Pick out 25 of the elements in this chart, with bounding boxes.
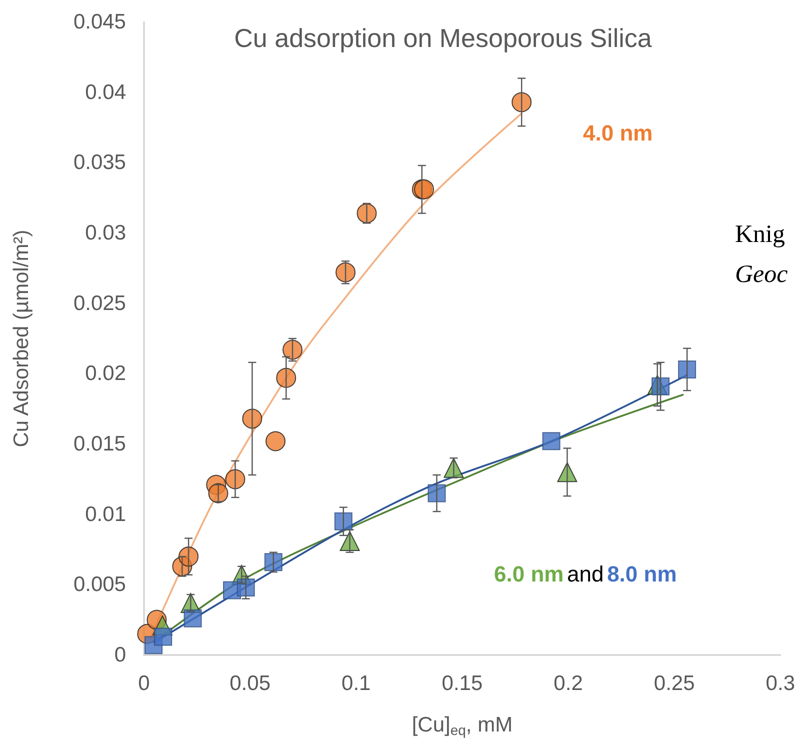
x-tick-label: 0.15 <box>442 672 483 695</box>
x-tick-label: 0.25 <box>654 672 695 695</box>
annotation: Geoc <box>735 261 788 288</box>
y-tick-label: 0.04 <box>85 80 126 104</box>
y-tick-label: 0.015 <box>73 432 126 456</box>
text: 4.0 nm <box>583 120 653 146</box>
x-tick-label: 0.2 <box>554 672 583 695</box>
text: 8.0 nm <box>607 562 677 586</box>
x-tick-label: 0 <box>138 672 150 695</box>
annotation: and <box>567 562 604 586</box>
chart-title: Cu adsorption on Mesoporous Silica <box>234 23 652 53</box>
y-tick-label: 0.005 <box>73 573 126 596</box>
y-axis-title: Cu Adsorbed (µmol/m²) <box>10 230 33 448</box>
y-tick-label: 0 <box>114 644 126 666</box>
y-tick-label: 0.01 <box>85 502 126 526</box>
x-tick-label: 0.1 <box>342 672 371 695</box>
text: 6.0 nm <box>494 562 564 586</box>
y-tick-label: 0.025 <box>73 292 126 315</box>
y-tick-label: 0.02 <box>85 362 126 386</box>
y-tick-label: 0.045 <box>73 10 126 34</box>
y-tick-label: 0.035 <box>73 151 126 174</box>
annotation: Knig <box>735 221 786 248</box>
y-tick-label: 0.03 <box>85 222 126 244</box>
x-tick-label: 0.3 <box>766 672 796 695</box>
x-tick-label: 0.05 <box>230 672 271 695</box>
